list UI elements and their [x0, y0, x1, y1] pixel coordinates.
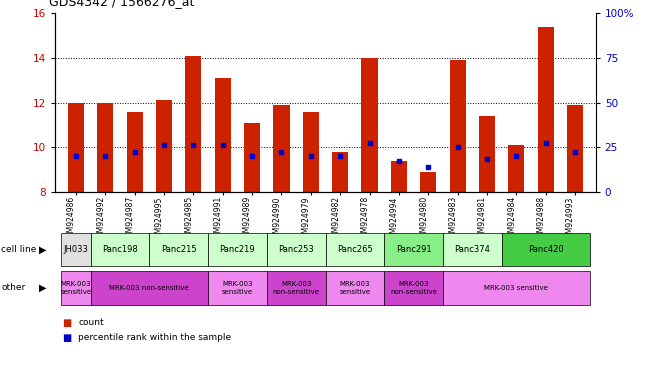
Bar: [61, 271, 90, 305]
Bar: [443, 233, 502, 266]
Bar: [90, 233, 149, 266]
Text: MRK-003
sensitive: MRK-003 sensitive: [61, 281, 91, 295]
Bar: [149, 233, 208, 266]
Bar: [326, 271, 384, 305]
Text: Panc420: Panc420: [528, 245, 564, 254]
Bar: [538, 27, 554, 192]
Text: Panc219: Panc219: [219, 245, 255, 254]
Bar: [567, 105, 583, 192]
Bar: [61, 233, 90, 266]
Text: ▶: ▶: [39, 283, 47, 293]
Bar: [215, 78, 231, 192]
Text: GDS4342 / 1566276_at: GDS4342 / 1566276_at: [49, 0, 194, 8]
Text: MRK-003 non-sensitive: MRK-003 non-sensitive: [109, 285, 189, 291]
Bar: [391, 161, 407, 192]
Text: MRK-003
non-sensitive: MRK-003 non-sensitive: [273, 281, 320, 295]
Text: percentile rank within the sample: percentile rank within the sample: [78, 333, 231, 343]
Bar: [384, 233, 443, 266]
Bar: [97, 103, 113, 192]
Bar: [267, 271, 326, 305]
Text: MRK-003
sensitive: MRK-003 sensitive: [339, 281, 370, 295]
Bar: [208, 271, 267, 305]
Text: MRK-003
non-sensitive: MRK-003 non-sensitive: [390, 281, 437, 295]
Text: JH033: JH033: [63, 245, 89, 254]
Text: Panc253: Panc253: [278, 245, 314, 254]
Bar: [273, 105, 290, 192]
Bar: [332, 152, 348, 192]
Text: Panc198: Panc198: [102, 245, 138, 254]
Bar: [326, 233, 384, 266]
Bar: [126, 112, 143, 192]
Bar: [502, 233, 590, 266]
Bar: [186, 56, 201, 192]
Bar: [303, 112, 319, 192]
Bar: [267, 233, 326, 266]
Text: MRK-003 sensitive: MRK-003 sensitive: [484, 285, 548, 291]
Text: ■: ■: [62, 318, 71, 328]
Text: MRK-003
sensitive: MRK-003 sensitive: [222, 281, 253, 295]
Text: count: count: [78, 318, 104, 327]
Bar: [156, 101, 172, 192]
Bar: [90, 271, 208, 305]
Bar: [450, 60, 465, 192]
Bar: [420, 172, 436, 192]
Text: ■: ■: [62, 333, 71, 343]
Text: other: other: [1, 283, 25, 293]
Text: Panc374: Panc374: [454, 245, 490, 254]
Text: cell line: cell line: [1, 245, 36, 254]
Text: Panc291: Panc291: [396, 245, 432, 254]
Bar: [384, 271, 443, 305]
Bar: [361, 58, 378, 192]
Bar: [208, 233, 267, 266]
Bar: [244, 123, 260, 192]
Text: Panc215: Panc215: [161, 245, 197, 254]
Text: ▶: ▶: [39, 245, 47, 255]
Text: Panc265: Panc265: [337, 245, 373, 254]
Bar: [443, 271, 590, 305]
Bar: [68, 103, 84, 192]
Bar: [479, 116, 495, 192]
Bar: [508, 145, 525, 192]
